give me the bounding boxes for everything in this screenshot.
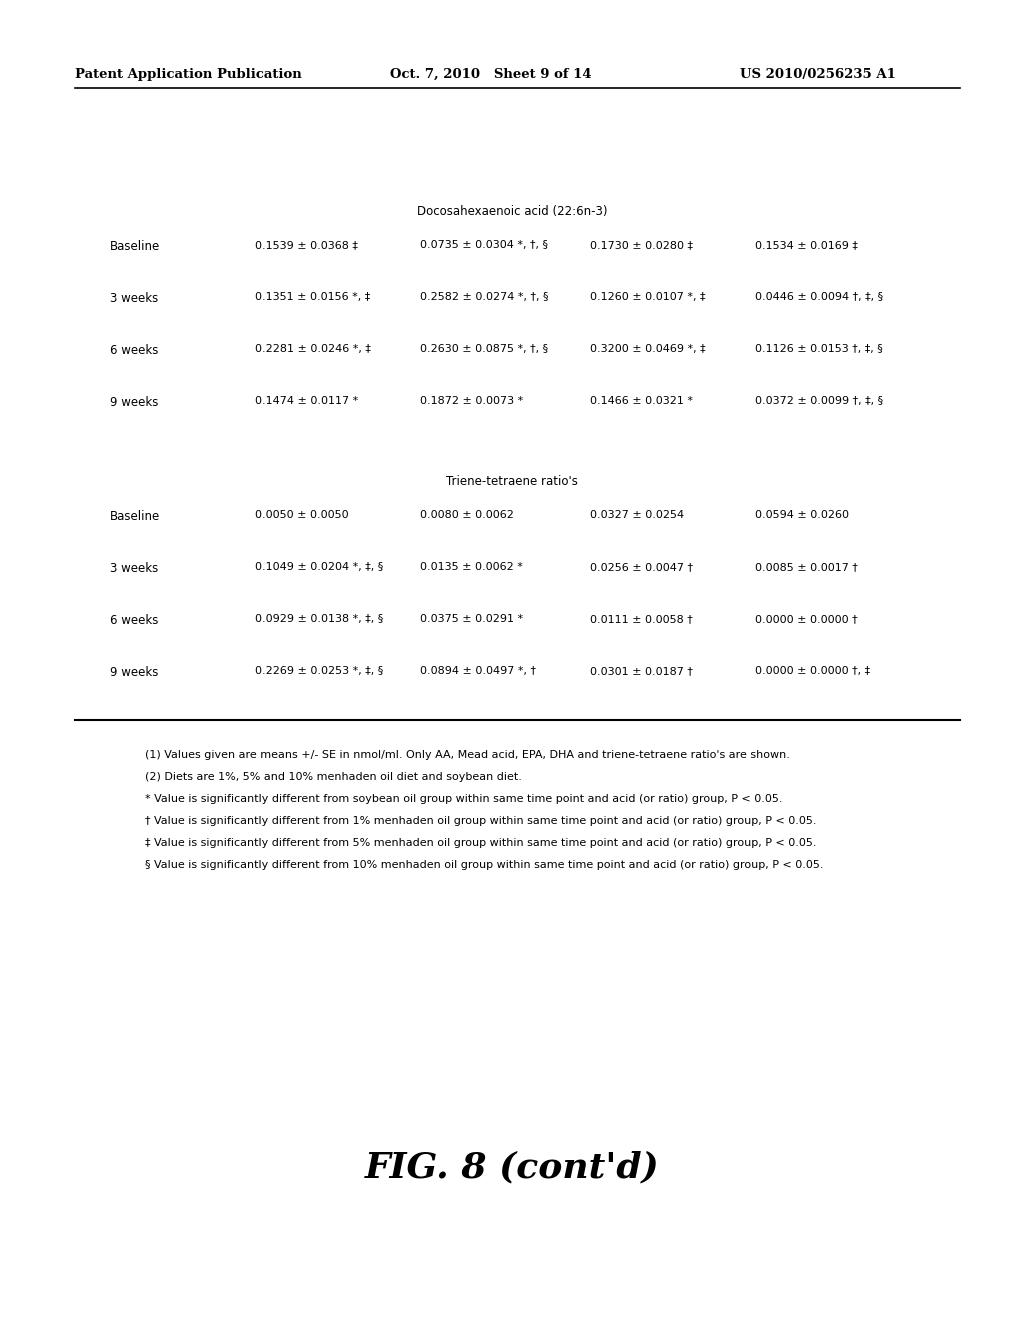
Text: 0.2281 ± 0.0246 *, ‡: 0.2281 ± 0.0246 *, ‡ xyxy=(255,345,371,354)
Text: 0.0080 ± 0.0062: 0.0080 ± 0.0062 xyxy=(420,510,514,520)
Text: 9 weeks: 9 weeks xyxy=(110,396,159,409)
Text: 0.0446 ± 0.0094 †, ‡, §: 0.0446 ± 0.0094 †, ‡, § xyxy=(755,292,883,302)
Text: 6 weeks: 6 weeks xyxy=(110,614,159,627)
Text: 0.0111 ± 0.0058 †: 0.0111 ± 0.0058 † xyxy=(590,614,693,624)
Text: (2) Diets are 1%, 5% and 10% menhaden oil diet and soybean diet.: (2) Diets are 1%, 5% and 10% menhaden oi… xyxy=(145,772,522,781)
Text: 3 weeks: 3 weeks xyxy=(110,292,159,305)
Text: 0.0301 ± 0.0187 †: 0.0301 ± 0.0187 † xyxy=(590,667,693,676)
Text: Baseline: Baseline xyxy=(110,240,160,253)
Text: 0.1351 ± 0.0156 *, ‡: 0.1351 ± 0.0156 *, ‡ xyxy=(255,292,371,302)
Text: * Value is significantly different from soybean oil group within same time point: * Value is significantly different from … xyxy=(145,795,782,804)
Text: 0.0735 ± 0.0304 *, †, §: 0.0735 ± 0.0304 *, †, § xyxy=(420,240,548,249)
Text: 0.0135 ± 0.0062 *: 0.0135 ± 0.0062 * xyxy=(420,562,523,572)
Text: (1) Values given are means +/- SE in nmol/ml. Only AA, Mead acid, EPA, DHA and t: (1) Values given are means +/- SE in nmo… xyxy=(145,750,790,760)
Text: 0.1260 ± 0.0107 *, ‡: 0.1260 ± 0.0107 *, ‡ xyxy=(590,292,706,302)
Text: 0.0372 ± 0.0099 †, ‡, §: 0.0372 ± 0.0099 †, ‡, § xyxy=(755,396,883,407)
Text: § Value is significantly different from 10% menhaden oil group within same time : § Value is significantly different from … xyxy=(145,861,823,870)
Text: 3 weeks: 3 weeks xyxy=(110,562,159,576)
Text: FIG. 8 (cont'd): FIG. 8 (cont'd) xyxy=(365,1150,659,1184)
Text: 0.1466 ± 0.0321 *: 0.1466 ± 0.0321 * xyxy=(590,396,693,407)
Text: 0.0375 ± 0.0291 *: 0.0375 ± 0.0291 * xyxy=(420,614,523,624)
Text: ‡ Value is significantly different from 5% menhaden oil group within same time p: ‡ Value is significantly different from … xyxy=(145,838,816,847)
Text: 0.0000 ± 0.0000 †: 0.0000 ± 0.0000 † xyxy=(755,614,858,624)
Text: Triene-tetraene ratio's: Triene-tetraene ratio's xyxy=(446,475,578,488)
Text: 0.0000 ± 0.0000 †, ‡: 0.0000 ± 0.0000 †, ‡ xyxy=(755,667,870,676)
Text: Docosahexaenoic acid (22:6n-3): Docosahexaenoic acid (22:6n-3) xyxy=(417,205,607,218)
Text: 0.1474 ± 0.0117 *: 0.1474 ± 0.0117 * xyxy=(255,396,358,407)
Text: 6 weeks: 6 weeks xyxy=(110,345,159,356)
Text: 0.0594 ± 0.0260: 0.0594 ± 0.0260 xyxy=(755,510,849,520)
Text: 0.2582 ± 0.0274 *, †, §: 0.2582 ± 0.0274 *, †, § xyxy=(420,292,549,302)
Text: 0.3200 ± 0.0469 *, ‡: 0.3200 ± 0.0469 *, ‡ xyxy=(590,345,706,354)
Text: 0.2630 ± 0.0875 *, †, §: 0.2630 ± 0.0875 *, †, § xyxy=(420,345,548,354)
Text: US 2010/0256235 A1: US 2010/0256235 A1 xyxy=(740,69,896,81)
Text: 0.1126 ± 0.0153 †, ‡, §: 0.1126 ± 0.0153 †, ‡, § xyxy=(755,345,883,354)
Text: 0.0327 ± 0.0254: 0.0327 ± 0.0254 xyxy=(590,510,684,520)
Text: 0.0085 ± 0.0017 †: 0.0085 ± 0.0017 † xyxy=(755,562,858,572)
Text: 0.2269 ± 0.0253 *, ‡, §: 0.2269 ± 0.0253 *, ‡, § xyxy=(255,667,383,676)
Text: 9 weeks: 9 weeks xyxy=(110,667,159,678)
Text: 0.1872 ± 0.0073 *: 0.1872 ± 0.0073 * xyxy=(420,396,523,407)
Text: 0.0050 ± 0.0050: 0.0050 ± 0.0050 xyxy=(255,510,348,520)
Text: 0.0256 ± 0.0047 †: 0.0256 ± 0.0047 † xyxy=(590,562,693,572)
Text: 0.1539 ± 0.0368 ‡: 0.1539 ± 0.0368 ‡ xyxy=(255,240,357,249)
Text: Patent Application Publication: Patent Application Publication xyxy=(75,69,302,81)
Text: 0.1730 ± 0.0280 ‡: 0.1730 ± 0.0280 ‡ xyxy=(590,240,693,249)
Text: 0.0929 ± 0.0138 *, ‡, §: 0.0929 ± 0.0138 *, ‡, § xyxy=(255,614,383,624)
Text: 0.1534 ± 0.0169 ‡: 0.1534 ± 0.0169 ‡ xyxy=(755,240,858,249)
Text: 0.1049 ± 0.0204 *, ‡, §: 0.1049 ± 0.0204 *, ‡, § xyxy=(255,562,383,572)
Text: † Value is significantly different from 1% menhaden oil group within same time p: † Value is significantly different from … xyxy=(145,816,816,826)
Text: 0.0894 ± 0.0497 *, †: 0.0894 ± 0.0497 *, † xyxy=(420,667,536,676)
Text: Baseline: Baseline xyxy=(110,510,160,523)
Text: Oct. 7, 2010   Sheet 9 of 14: Oct. 7, 2010 Sheet 9 of 14 xyxy=(390,69,592,81)
